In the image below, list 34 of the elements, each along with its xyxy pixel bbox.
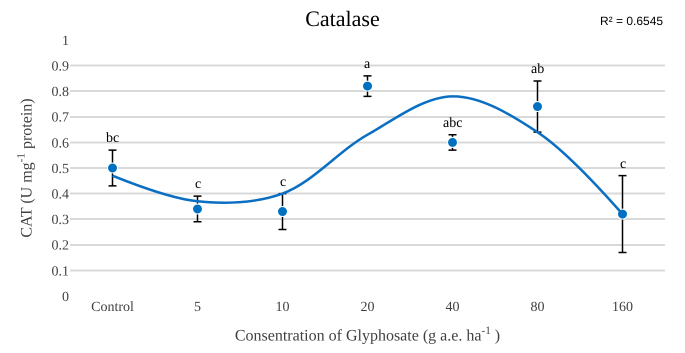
x-tick-label: 20 (360, 300, 374, 315)
x-tick-label: 160 (612, 300, 633, 315)
x-tick-label: Control (91, 300, 134, 315)
annotation: ab (531, 62, 544, 77)
annotation: bc (106, 131, 120, 146)
point (192, 203, 203, 214)
text: R² = 0.6545 (600, 14, 664, 28)
point (107, 162, 118, 174)
y-tick-label: 0.7 (52, 110, 69, 126)
point (447, 136, 458, 148)
annotation: c (195, 177, 202, 192)
y-tick-label: 0.9 (52, 60, 69, 74)
y-tick-label: 1 (62, 34, 69, 49)
y-tick-label: 0.8 (52, 85, 69, 100)
annotation: c (280, 175, 286, 190)
x-axis-title: Consentration of Glyphosate (g a.e. ha$^{-1}$ ) (234, 324, 500, 345)
y-tick-label: 0.3 (52, 213, 69, 228)
y-tick-label: 0.1 (52, 264, 69, 280)
annotation: a (364, 57, 371, 72)
y-tick-label: 0.4 (52, 188, 69, 202)
annotation: abc (443, 116, 462, 131)
y-tick-label: 0.5 (52, 162, 69, 177)
y-tick-label: 0.6 (52, 136, 69, 152)
point (277, 206, 288, 218)
y-tick-label: 0 (62, 290, 69, 305)
x-tick-label: 10 (276, 300, 290, 315)
x-tick-label: 40 (446, 300, 460, 315)
x-tick-label: 5 (194, 300, 201, 315)
x-tick-label: 80 (530, 300, 544, 315)
annotation: c (620, 157, 626, 172)
point (532, 101, 543, 112)
y-tick-label: 0.2 (52, 238, 69, 254)
chart-title: Catalase (305, 6, 380, 31)
point (362, 80, 373, 92)
